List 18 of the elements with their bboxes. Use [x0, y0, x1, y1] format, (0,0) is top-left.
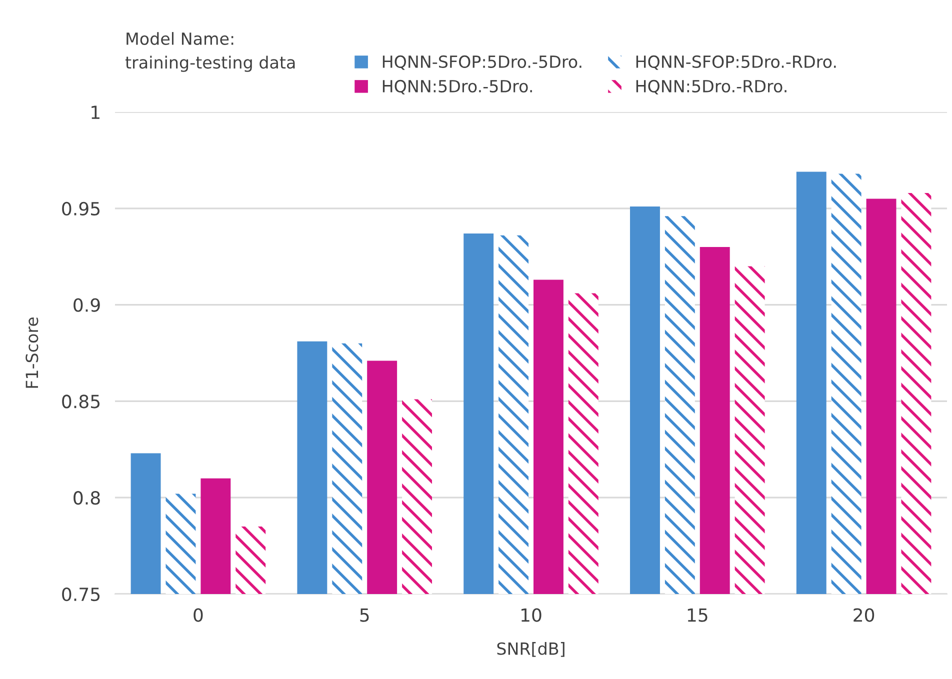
legend-label: HQNN-SFOP:5Dro.-5Dro. [382, 55, 582, 70]
y-axis-title: F1-Score [26, 317, 38, 388]
y-tick-label: 0.85 [62, 394, 100, 408]
y-tick-label: 0.75 [62, 587, 100, 602]
legend-label: HQNN:5Dro.-5Dro. [382, 80, 532, 94]
legend-title: Model Name: training-testing data [125, 32, 295, 72]
x-tick-label: 10 [521, 608, 542, 622]
x-axis-title: SNR[dB] [497, 642, 564, 657]
x-tick-label: 15 [688, 608, 708, 622]
legend-label: HQNN-SFOP:5Dro.-RDro. [636, 55, 836, 70]
legend-label: HQNN:5Dro.-RDro. [636, 80, 786, 94]
y-tick-label: 0.95 [62, 202, 100, 216]
y-tick-label: 1 [92, 106, 100, 119]
x-tick-label: 20 [854, 608, 874, 622]
x-tick-label: 0 [194, 608, 203, 622]
x-tick-label: 5 [360, 608, 369, 622]
y-tick-label: 0.8 [74, 491, 100, 505]
y-tick-label: 0.9 [74, 298, 100, 312]
